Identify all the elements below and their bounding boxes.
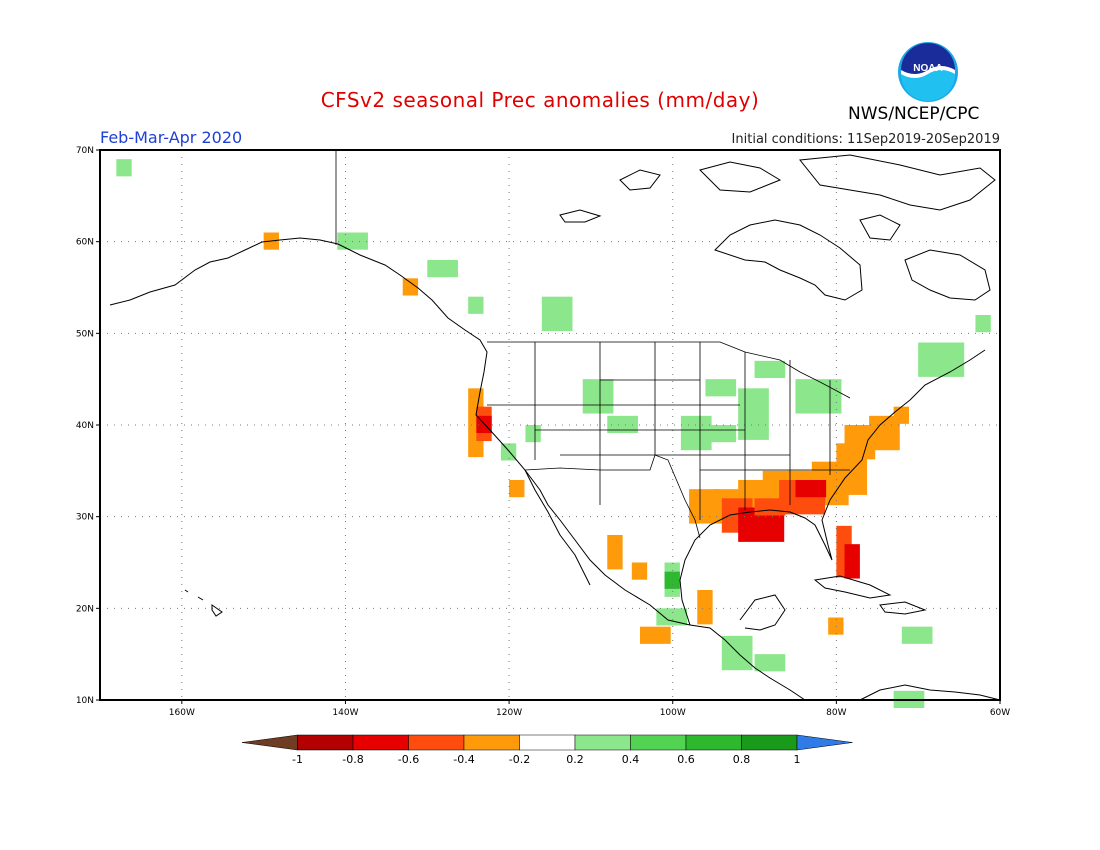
colorbar: -1 -0.8 -0.6 -0.4 -0.2 0.2 0.4 0.6 0.8 1	[241, 734, 853, 766]
initial-conditions: Initial conditions: 11Sep2019-20Sep2019	[731, 132, 1000, 147]
lon-label: 80W	[826, 708, 846, 718]
lat-label: 70N	[76, 146, 94, 156]
colorbar-segment	[685, 734, 742, 751]
anomaly-cell	[664, 571, 680, 589]
anomaly-cell	[918, 342, 965, 377]
anomaly-cell	[541, 296, 573, 332]
anomaly-cell	[795, 480, 827, 498]
colorbar-segment	[574, 734, 631, 751]
anomaly-cell	[640, 626, 671, 644]
political-borders	[335, 150, 851, 539]
lat-label: 10N	[76, 696, 94, 706]
anomaly-cell	[893, 406, 909, 424]
anomaly-cell	[754, 654, 786, 672]
anomaly-cell	[607, 415, 638, 434]
anomaly-cell	[975, 315, 991, 333]
colorbar-segment	[630, 734, 687, 751]
anomaly-cells	[116, 159, 991, 709]
lat-label: 30N	[76, 513, 94, 523]
colorbar-tick-label: 1	[794, 753, 801, 766]
colorbar-segment	[408, 734, 465, 751]
colorbar-tick-label: -0.4	[453, 753, 474, 766]
colorbar-tick-label: -1	[292, 753, 303, 766]
latitude-labels: 70N 60N 50N 40N 30N 20N 10N	[76, 146, 100, 706]
anomaly-cell	[607, 535, 623, 570]
logo-text: NOAA	[913, 63, 942, 74]
anomaly-cell	[901, 626, 933, 644]
colorbar-segment	[352, 734, 409, 751]
noaa-logo: NOAA	[898, 42, 958, 102]
anomaly-cell	[754, 360, 786, 379]
lon-label: 100W	[660, 708, 686, 718]
lon-label: 140W	[332, 708, 358, 718]
colorbar-tick-label: 0.6	[677, 753, 695, 766]
lat-label: 20N	[76, 604, 94, 614]
lon-label: 60W	[990, 708, 1010, 718]
anomaly-cell	[795, 379, 842, 414]
anomaly-cell	[844, 544, 860, 579]
forecast-period: Feb-Mar-Apr 2020	[100, 128, 243, 147]
colorbar-tick-label: 0.8	[733, 753, 751, 766]
anomaly-cell	[509, 480, 525, 498]
colorbar-tick-label: -0.6	[398, 753, 419, 766]
colorbar-left-arrow	[241, 734, 298, 751]
lat-label: 40N	[76, 421, 94, 431]
anomaly-cell	[631, 562, 648, 580]
colorbar-tick-label: -0.2	[509, 753, 530, 766]
lat-label: 50N	[76, 329, 94, 339]
colorbar-segment	[741, 734, 798, 751]
anomaly-cell	[525, 425, 541, 443]
lat-label: 60N	[76, 238, 94, 248]
anomaly-cell	[427, 260, 458, 278]
anomaly-cell	[705, 425, 737, 443]
longitude-labels: 160W 140W 120W 100W 80W 60W	[169, 700, 1010, 718]
colorbar-tick-label: 0.2	[566, 753, 584, 766]
colorbar-tick-label: -0.8	[342, 753, 363, 766]
agency-label: NWS/NCEP/CPC	[848, 104, 980, 124]
anomaly-cell	[468, 296, 484, 314]
map-title: CFSv2 seasonal Prec anomalies (mm/day)	[320, 88, 760, 112]
colorbar-segment	[297, 734, 354, 751]
anomaly-cell	[705, 379, 737, 397]
anomaly-cell	[116, 159, 132, 177]
colorbar-segment	[519, 734, 576, 751]
anomaly-cell	[738, 388, 769, 440]
anomaly-cell	[697, 590, 713, 625]
anomaly-cell	[500, 443, 517, 461]
colorbar-right-arrow	[796, 734, 853, 751]
anomaly-cell	[828, 617, 844, 635]
coastlines	[109, 154, 1001, 701]
colorbar-tick-label: 0.4	[622, 753, 640, 766]
anomaly-cell	[656, 608, 688, 626]
anomaly-cell	[582, 379, 614, 414]
lon-label: 160W	[169, 708, 195, 718]
anomaly-cell	[402, 278, 419, 296]
anomaly-cell	[337, 232, 368, 250]
colorbar-segment	[463, 734, 520, 751]
gridlines	[100, 150, 1000, 700]
lon-label: 120W	[496, 708, 522, 718]
